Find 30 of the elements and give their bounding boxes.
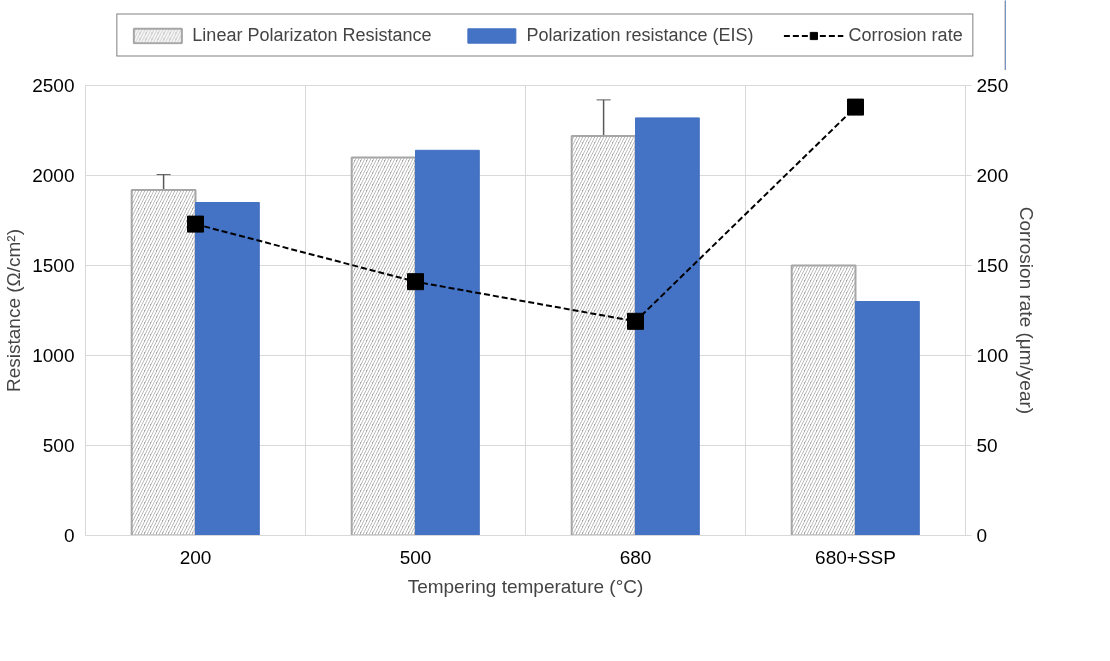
y2-tick-label: 200 [976, 165, 1009, 186]
y-axis-title: Resistance (Ω/cm²) [3, 228, 25, 393]
legend-label: Polarization resistance (EIS) [526, 24, 754, 46]
legend-label: Linear Polarizaton Resistance [192, 24, 432, 46]
y-tick-label: 0 [63, 525, 75, 546]
x-tick-label: 680+SSP [815, 546, 896, 568]
x-tick-label: 680 [619, 546, 652, 568]
bar [635, 117, 700, 536]
point [187, 215, 204, 233]
y2-tick-label: 250 [976, 75, 1009, 96]
y2-axis-title: Corrosion rate (μm/year) [1016, 206, 1038, 415]
y-tick-label: 1000 [32, 345, 75, 366]
point [847, 98, 864, 116]
point [407, 273, 424, 291]
y2-tick-label: 0 [976, 525, 988, 546]
bar [415, 149, 480, 536]
y2-tick-label: 50 [976, 435, 998, 456]
y-tick-label: 2000 [32, 165, 75, 186]
y-tick-label: 1500 [32, 255, 75, 276]
bar [855, 301, 920, 536]
point [627, 312, 644, 330]
y2-tick-label: 150 [976, 255, 1009, 276]
y-tick-label: 500 [42, 435, 75, 456]
bar [195, 202, 260, 536]
x-tick-label: 200 [179, 546, 212, 568]
y2-tick-label: 100 [976, 345, 1009, 366]
x-axis-title: Tempering temperature (°C) [407, 575, 644, 597]
y-tick-label: 2500 [32, 75, 75, 96]
legend-label: Corrosion rate [848, 24, 963, 46]
x-tick-label: 500 [399, 546, 432, 568]
